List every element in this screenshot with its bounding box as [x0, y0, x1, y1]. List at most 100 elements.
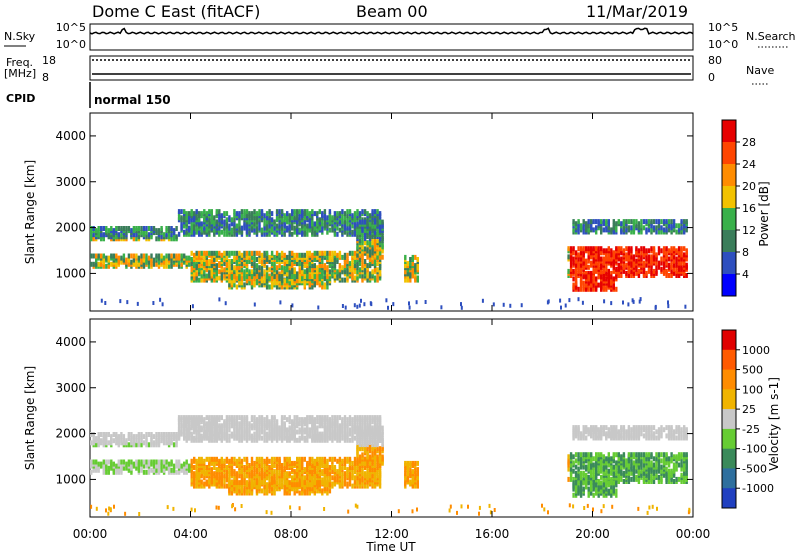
- echo-cell: [343, 456, 347, 462]
- echo-cell: [203, 250, 206, 256]
- echo-cell: [273, 421, 276, 427]
- echo-cell: [328, 209, 332, 215]
- echo-cell: [306, 274, 309, 280]
- echo-cell: [122, 226, 126, 231]
- echo-cell: [92, 253, 95, 259]
- echo-cell: [344, 305, 347, 310]
- echo-cell: [157, 459, 161, 465]
- echo-cell: [157, 228, 161, 234]
- echo-cell: [675, 262, 678, 268]
- echo-cell: [270, 261, 274, 267]
- echo-cell: [331, 429, 334, 435]
- echo-cell: [278, 480, 281, 486]
- echo-cell: [263, 250, 266, 256]
- echo-cell: [253, 431, 256, 437]
- echo-cell: [160, 226, 163, 231]
- echo-cell: [107, 459, 110, 465]
- echo-cell: [685, 273, 688, 278]
- echo-cell: [645, 270, 648, 276]
- echo-cell: [218, 221, 221, 227]
- echo-cell: [343, 225, 347, 231]
- echo-cell: [228, 423, 231, 429]
- echo-cell: [291, 482, 294, 488]
- echo-cell: [208, 250, 211, 256]
- echo-cell: [200, 250, 203, 256]
- echo-cell: [371, 223, 374, 229]
- echo-cell: [343, 421, 347, 427]
- echo-cell: [665, 219, 668, 225]
- echo-cell: [233, 231, 236, 237]
- echo-cell: [288, 280, 291, 286]
- echo-cell: [132, 257, 136, 263]
- echo-cell: [140, 253, 143, 259]
- echo-cell: [210, 415, 213, 421]
- colorbar-tick-label: 24: [742, 158, 756, 171]
- echo-cell: [283, 213, 286, 219]
- echo-cell: [125, 465, 128, 471]
- echo-cell: [667, 300, 669, 305]
- echo-cell: [160, 463, 163, 469]
- echo-cell: [218, 250, 221, 256]
- echo-cell: [373, 463, 377, 468]
- echo-cell: [369, 301, 372, 306]
- echo-cell: [100, 253, 103, 259]
- echo-cell: [492, 302, 495, 307]
- echo-cell: [574, 258, 578, 264]
- echo-cell: [293, 419, 296, 425]
- echo-cell: [278, 213, 281, 219]
- nsky-trace: [89, 27, 694, 35]
- echo-cell: [567, 254, 570, 260]
- echo-cell: [582, 280, 585, 286]
- echo-cell: [361, 477, 364, 483]
- echo-cell: [115, 469, 118, 475]
- echo-cell: [316, 250, 319, 256]
- echo-cell: [233, 250, 236, 256]
- echo-cell: [270, 280, 274, 286]
- echo-cell: [228, 427, 231, 433]
- echo-cell: [338, 250, 342, 256]
- echo-cell: [368, 440, 372, 445]
- echo-cell: [253, 276, 256, 282]
- freq-label: Freq.: [6, 56, 33, 69]
- echo-cell: [193, 479, 196, 485]
- echo-cell: [190, 209, 193, 215]
- echo-cell: [366, 421, 369, 427]
- echo-cell: [306, 209, 309, 215]
- echo-cell: [632, 219, 636, 225]
- echo-cell: [296, 437, 299, 443]
- echo-cell: [291, 221, 294, 227]
- echo-cell: [225, 250, 229, 256]
- echo-cell: [595, 229, 598, 235]
- echo-cell: [323, 276, 327, 282]
- echo-cell: [263, 421, 266, 427]
- echo-cell: [193, 483, 196, 489]
- echo-cell: [587, 254, 590, 260]
- echo-cell: [592, 246, 595, 252]
- echo-cell: [585, 274, 588, 280]
- echo-cell: [406, 261, 409, 267]
- echo-cell: [250, 433, 254, 439]
- echo-cell: [198, 217, 201, 223]
- echo-cell: [356, 438, 359, 443]
- echo-cell: [577, 252, 580, 258]
- echo-cell: [273, 219, 276, 225]
- echo-cell: [140, 226, 143, 231]
- echo-cell: [195, 275, 198, 281]
- echo-cell: [120, 255, 123, 261]
- echo-cell: [336, 415, 339, 421]
- echo-cell: [642, 219, 646, 225]
- echo-cell: [286, 225, 289, 231]
- echo-cell: [170, 232, 173, 238]
- echo-cell: [268, 254, 271, 260]
- echo-cell: [602, 219, 605, 225]
- echo-cell: [587, 264, 590, 270]
- echo-cell: [346, 269, 349, 275]
- echo-cell: [218, 269, 221, 275]
- echo-cell: [147, 432, 151, 437]
- echo-cell: [363, 456, 367, 462]
- echo-cell: [408, 301, 410, 306]
- echo-cell: [303, 435, 306, 441]
- echo-cell: [321, 211, 324, 217]
- echo-cell: [348, 225, 352, 231]
- echo-cell: [225, 227, 229, 233]
